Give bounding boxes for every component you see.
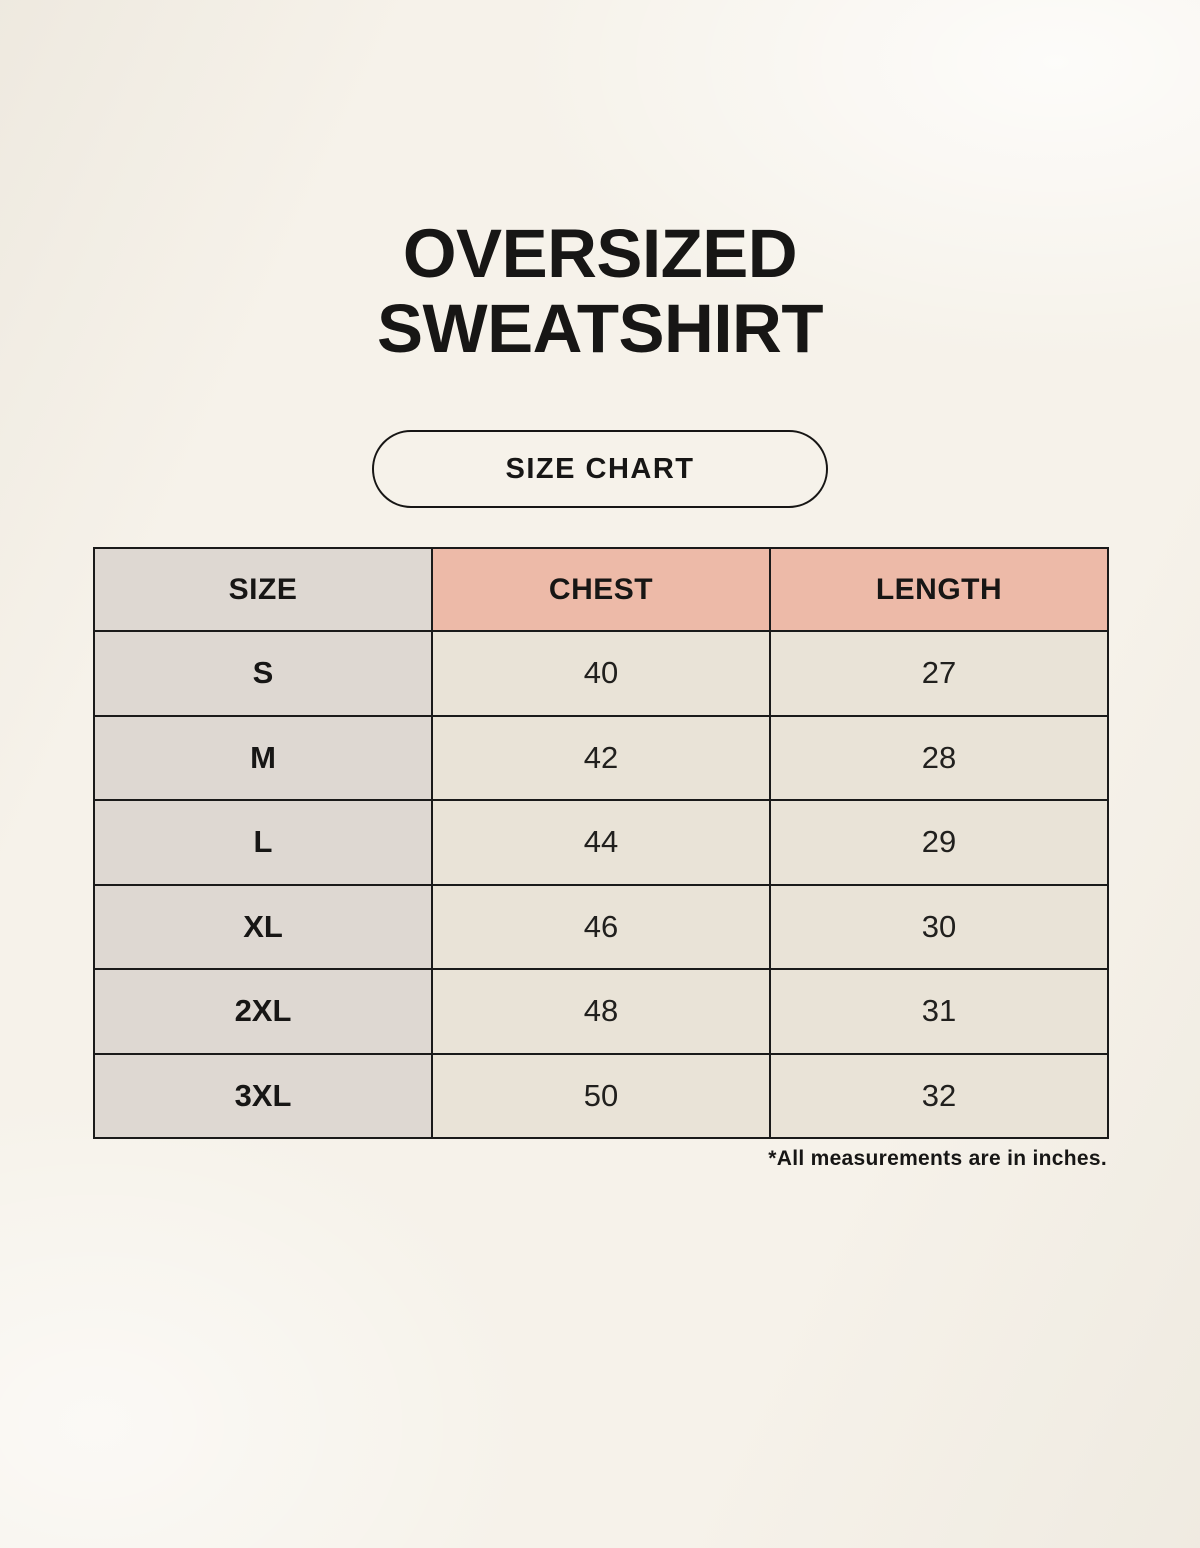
title-line-1: OVERSIZED bbox=[402, 215, 798, 292]
chest-value: 46 bbox=[431, 883, 771, 970]
length-value: 31 bbox=[769, 968, 1109, 1055]
length-value: 30 bbox=[769, 883, 1109, 970]
column-header-chest: CHEST bbox=[431, 547, 771, 632]
size-chart-badge: SIZE CHART bbox=[372, 430, 828, 508]
chest-value: 50 bbox=[431, 1052, 771, 1139]
size-label: L bbox=[93, 799, 433, 886]
size-label: 2XL bbox=[93, 968, 433, 1055]
table-row: 3XL 50 32 bbox=[93, 1052, 1109, 1139]
size-chart-table: SIZE CHEST LENGTH S 40 27 M 42 28 L 44 2… bbox=[93, 547, 1109, 1139]
page-title: OVERSIZED SWEATSHIRT bbox=[0, 215, 1200, 368]
size-label: 3XL bbox=[93, 1052, 433, 1139]
column-header-length: LENGTH bbox=[769, 547, 1109, 632]
length-value: 29 bbox=[769, 799, 1109, 886]
size-chart-badge-label: SIZE CHART bbox=[505, 452, 695, 485]
table-row: M 42 28 bbox=[93, 714, 1109, 801]
table-row: XL 46 30 bbox=[93, 883, 1109, 970]
length-value: 32 bbox=[769, 1052, 1109, 1139]
column-header-size: SIZE bbox=[93, 547, 433, 632]
size-label: XL bbox=[93, 883, 433, 970]
size-label: M bbox=[93, 714, 433, 801]
table-row: 2XL 48 31 bbox=[93, 968, 1109, 1055]
chest-value: 42 bbox=[431, 714, 771, 801]
length-value: 27 bbox=[769, 630, 1109, 717]
size-label: S bbox=[93, 630, 433, 717]
title-line-2: SWEATSHIRT bbox=[376, 290, 824, 368]
measurements-footnote: *All measurements are in inches. bbox=[768, 1147, 1107, 1170]
table-header-row: SIZE CHEST LENGTH bbox=[93, 547, 1109, 632]
table-body: S 40 27 M 42 28 L 44 29 XL 46 30 2XL 48 … bbox=[93, 630, 1109, 1139]
chest-value: 44 bbox=[431, 799, 771, 886]
chest-value: 48 bbox=[431, 968, 771, 1055]
table-row: L 44 29 bbox=[93, 799, 1109, 886]
table-header: SIZE CHEST LENGTH bbox=[93, 547, 1109, 632]
chest-value: 40 bbox=[431, 630, 771, 717]
length-value: 28 bbox=[769, 714, 1109, 801]
table-row: S 40 27 bbox=[93, 630, 1109, 717]
